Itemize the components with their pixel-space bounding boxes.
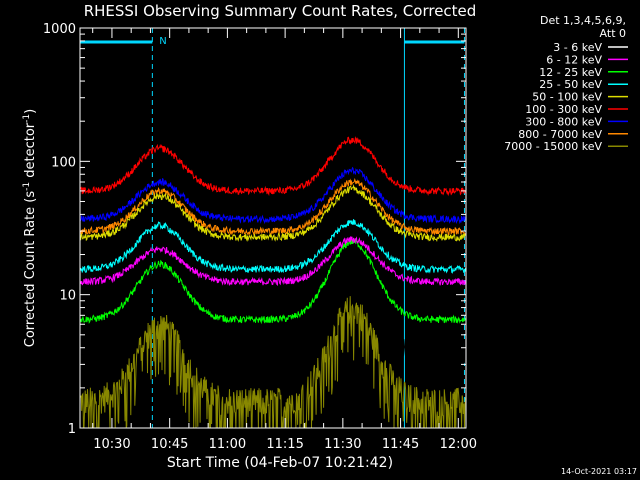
legend-label: 25 - 50 keV <box>539 78 602 91</box>
chart-title: RHESSI Observing Summary Count Rates, Co… <box>84 2 477 20</box>
x-axis-label: Start Time (04-Feb-07 10:21:42) <box>167 455 393 471</box>
x-tick-label: 11:00 <box>209 437 246 452</box>
y-tick-label: 10 <box>59 289 76 304</box>
legend-label: 6 - 12 keV <box>546 53 602 66</box>
legend-label: 7000 - 15000 keV <box>504 140 602 153</box>
legend-header-line-1: Det 1,3,4,5,6,9, <box>540 14 626 27</box>
series-line <box>79 183 466 243</box>
x-tick-label: 12:00 <box>440 437 477 452</box>
plot-frame <box>79 27 467 429</box>
series-line <box>79 219 467 274</box>
series-line <box>79 177 466 236</box>
legend-label: 800 - 7000 keV <box>518 128 602 141</box>
y-tick-label: 100 <box>51 155 76 170</box>
x-tick-label: 11:15 <box>266 437 303 452</box>
legend-label: 12 - 25 keV <box>539 66 602 79</box>
series-line <box>79 249 467 368</box>
y-tick-label: 1000 <box>43 22 76 37</box>
y-axis-label: Corrected Count Rate (s-1 detector-1) <box>22 109 38 347</box>
series-line <box>79 136 467 197</box>
series-line <box>80 236 467 287</box>
x-tick-label: 11:45 <box>382 437 419 452</box>
series-line <box>79 166 467 225</box>
y-axis-ticks: 1 10 100 1000 <box>43 22 466 437</box>
x-tick-label: 10:30 <box>93 437 130 452</box>
saa-mark-label: N <box>159 36 166 47</box>
series-line <box>79 238 467 325</box>
legend-label: 3 - 6 keV <box>553 41 602 54</box>
x-tick-label: 10:45 <box>151 437 188 452</box>
series-layer <box>79 136 467 429</box>
generation-timestamp: 14-Oct-2021 03:17 <box>561 467 637 476</box>
legend-label: 300 - 800 keV <box>525 115 602 128</box>
x-tick-label: 11:30 <box>324 437 361 452</box>
legend-label: 50 - 100 keV <box>532 91 602 104</box>
x-axis-ticks: 10:30 10:45 11:00 11:15 11:30 11:45 12:00 <box>92 28 477 452</box>
y-tick-label: 1 <box>68 422 76 437</box>
legend-header-line-2: Att 0 <box>600 27 626 40</box>
legend-label: 100 - 300 keV <box>525 103 602 116</box>
